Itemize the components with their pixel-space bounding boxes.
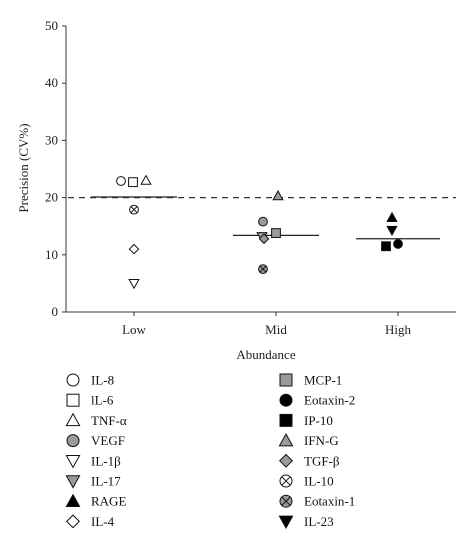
legend-marker-icon (66, 434, 80, 448)
legend-label: Eotaxin-2 (304, 393, 355, 408)
y-tick-label: 40 (45, 75, 58, 90)
legend-label: IL-17 (91, 474, 121, 489)
legend: IL-8 lL-6 TNF-α VEGF IL-1β IL-17 RAGE IL-4 MCP-1… (65, 373, 355, 530)
data-point-eotaxin-2 (393, 239, 403, 249)
x-tick-label: Mid (265, 322, 287, 337)
legend-item: IP-10 (279, 413, 333, 428)
legend-label: IP-10 (304, 413, 333, 428)
data-point-il-8 (116, 176, 126, 186)
x-axis-title: Abundance (236, 347, 295, 362)
y-tick-label: 10 (45, 247, 58, 262)
legend-item: IL-1β (65, 453, 121, 469)
legend-label: IL-4 (91, 514, 115, 529)
legend-label: IFN-G (304, 433, 339, 448)
legend-label: TNF-α (91, 413, 127, 428)
data-point-tgf- (258, 233, 270, 245)
legend-item: lL-6 (66, 393, 114, 408)
y-tick-label: 30 (45, 132, 58, 147)
legend-label: RAGE (91, 494, 126, 509)
axes: 0 10 20 30 40 50 Low Mid High (45, 18, 456, 337)
data-point-ip-10 (381, 241, 391, 252)
legend-item: TNF-α (65, 412, 127, 428)
legend-marker-icon (278, 453, 294, 468)
legend-marker-icon (65, 412, 81, 427)
y-tick-label: 50 (45, 18, 58, 33)
legend-marker-icon (279, 413, 293, 427)
legend-item: IL-4 (65, 514, 115, 529)
legend-marker-icon (65, 475, 81, 489)
legend-marker-icon (279, 474, 293, 488)
legend-label: lL-6 (91, 393, 114, 408)
legend-label: Eotaxin-1 (304, 494, 355, 509)
legend-marker-icon (66, 393, 80, 407)
data-point-mcp-1 (271, 228, 281, 238)
x-tick-label: High (385, 322, 412, 337)
legend-label: MCP-1 (304, 373, 342, 388)
legend-label: TGF-β (304, 453, 340, 468)
y-tick-label: 0 (52, 304, 59, 319)
x-tick-label: Low (122, 322, 146, 337)
legend-item: IL-23 (278, 514, 334, 530)
legend-marker-icon (279, 494, 293, 508)
data-point-il-23 (386, 225, 398, 237)
y-axis-title: Precision (CV%) (16, 123, 31, 212)
legend-item: RAGE (65, 493, 126, 509)
legend-item: MCP-1 (279, 373, 342, 388)
legend-item: IFN-G (278, 432, 339, 448)
legend-marker-icon (278, 515, 294, 530)
data-point-eotaxin-1 (258, 264, 268, 275)
legend-label: IL-23 (304, 514, 334, 529)
legend-item: IL-8 (66, 373, 114, 388)
data-point-ll-6 (128, 177, 138, 188)
legend-marker-icon (65, 455, 81, 469)
legend-item: Eotaxin-1 (279, 494, 355, 509)
legend-marker-icon (65, 514, 81, 529)
legend-label: IL-10 (304, 474, 334, 489)
legend-marker-icon (66, 373, 80, 387)
data-point-ifn-g (272, 190, 284, 201)
data-point-il-10 (129, 204, 139, 215)
legend-item: VEGF (66, 433, 125, 448)
legend-marker-icon (279, 373, 293, 387)
data-point-rage (386, 211, 398, 222)
legend-marker-icon (278, 432, 294, 447)
data-point-vegf (258, 216, 268, 227)
data-marks (68, 174, 456, 290)
legend-item: IL-10 (279, 474, 334, 489)
legend-item: TGF-β (278, 453, 340, 468)
legend-label: VEGF (91, 433, 125, 448)
data-point-tnf- (140, 174, 152, 185)
legend-marker-icon (279, 393, 293, 407)
legend-label: IL-1β (91, 453, 121, 468)
data-point-il-1- (128, 279, 140, 290)
legend-marker-icon (65, 493, 81, 507)
legend-item: Eotaxin-2 (279, 393, 355, 408)
legend-item: IL-17 (65, 474, 121, 489)
y-tick-label: 20 (45, 190, 58, 205)
legend-label: IL-8 (91, 373, 114, 388)
data-point-il-4 (128, 243, 140, 255)
